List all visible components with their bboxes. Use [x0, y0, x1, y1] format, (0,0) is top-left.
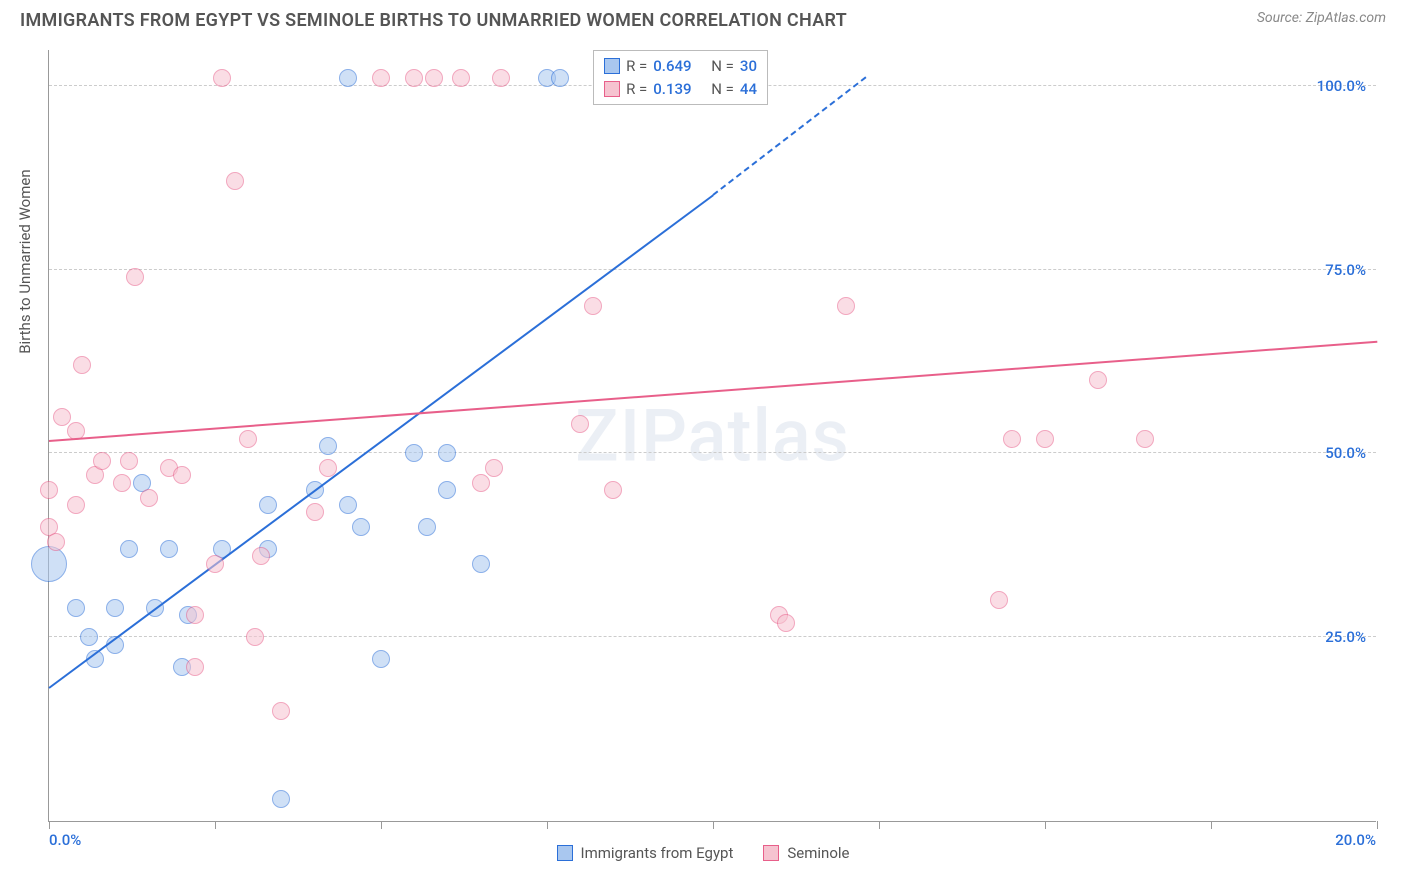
data-point	[777, 614, 795, 632]
data-point	[113, 474, 131, 492]
data-point	[272, 702, 290, 720]
data-point	[472, 474, 490, 492]
y-tick-label: 75.0%	[1325, 261, 1366, 279]
y-tick-label: 100.0%	[1317, 77, 1366, 95]
data-point	[1136, 430, 1154, 448]
data-point	[31, 546, 67, 582]
data-point	[837, 297, 855, 315]
stat-r-label: R =	[626, 55, 647, 78]
legend-swatch	[557, 845, 573, 861]
data-point	[73, 356, 91, 374]
data-point	[120, 540, 138, 558]
data-point	[272, 790, 290, 808]
data-point	[584, 297, 602, 315]
stat-n-value: 30	[740, 55, 757, 78]
data-point	[452, 69, 470, 87]
stats-row: R = 0.649 N = 30	[604, 55, 757, 78]
data-point	[492, 69, 510, 87]
legend-label: Immigrants from Egypt	[581, 844, 734, 862]
data-point	[1036, 430, 1054, 448]
data-point	[425, 69, 443, 87]
stat-r-value: 0.139	[653, 78, 705, 101]
data-point	[93, 452, 111, 470]
data-point	[319, 437, 337, 455]
data-point	[239, 430, 257, 448]
x-tick	[1045, 821, 1046, 829]
data-point	[551, 69, 569, 87]
data-point	[186, 606, 204, 624]
data-point	[80, 628, 98, 646]
data-point	[990, 591, 1008, 609]
data-point	[206, 555, 224, 573]
data-point	[186, 658, 204, 676]
bottom-legend: Immigrants from Egypt Seminole	[0, 844, 1406, 862]
data-point	[173, 466, 191, 484]
data-point	[259, 496, 277, 514]
data-point	[126, 268, 144, 286]
data-point	[352, 518, 370, 536]
y-tick-label: 25.0%	[1325, 628, 1366, 646]
data-point	[120, 452, 138, 470]
data-point	[213, 69, 231, 87]
data-point	[339, 69, 357, 87]
data-point	[226, 172, 244, 190]
data-point	[339, 496, 357, 514]
scatter-chart: ZIPatlas R = 0.649 N = 30 R = 0.139 N = 44 25.0…	[48, 50, 1376, 822]
data-point	[372, 650, 390, 668]
y-axis-label: Births to Unmarried Women	[16, 169, 34, 353]
data-point	[472, 555, 490, 573]
data-point	[67, 599, 85, 617]
x-tick	[215, 821, 216, 829]
stat-n-label: N =	[711, 78, 734, 101]
x-tick	[1377, 821, 1378, 829]
data-point	[1003, 430, 1021, 448]
data-point	[405, 444, 423, 462]
x-tick	[49, 821, 50, 829]
data-point	[246, 628, 264, 646]
data-point	[1089, 371, 1107, 389]
x-tick	[879, 821, 880, 829]
data-point	[140, 489, 158, 507]
data-point	[319, 459, 337, 477]
data-point	[306, 503, 324, 521]
stats-row: R = 0.139 N = 44	[604, 78, 757, 101]
data-point	[160, 540, 178, 558]
stat-n-label: N =	[711, 55, 734, 78]
series-swatch	[604, 58, 620, 74]
data-point	[485, 459, 503, 477]
data-point	[106, 599, 124, 617]
trendline	[49, 341, 1377, 442]
data-point	[418, 518, 436, 536]
source-label: Source: ZipAtlas.com	[1257, 10, 1386, 26]
data-point	[252, 547, 270, 565]
chart-title: IMMIGRANTS FROM EGYPT VS SEMINOLE BIRTHS…	[20, 10, 847, 31]
gridline	[49, 269, 1376, 270]
data-point	[405, 69, 423, 87]
watermark: ZIPatlas	[575, 393, 849, 478]
stats-legend-box: R = 0.649 N = 30 R = 0.139 N = 44	[593, 50, 768, 105]
data-point	[438, 481, 456, 499]
x-tick	[547, 821, 548, 829]
stat-n-value: 44	[740, 78, 757, 101]
data-point	[571, 415, 589, 433]
data-point	[438, 444, 456, 462]
legend-item: Immigrants from Egypt	[557, 844, 734, 862]
stat-r-value: 0.649	[653, 55, 705, 78]
gridline	[49, 452, 1376, 453]
stat-r-label: R =	[626, 78, 647, 101]
data-point	[604, 481, 622, 499]
legend-label: Seminole	[787, 844, 849, 862]
x-tick	[381, 821, 382, 829]
data-point	[53, 408, 71, 426]
series-swatch	[604, 81, 620, 97]
legend-swatch	[763, 845, 779, 861]
x-tick	[713, 821, 714, 829]
legend-item: Seminole	[763, 844, 849, 862]
data-point	[40, 481, 58, 499]
y-tick-label: 50.0%	[1325, 444, 1366, 462]
data-point	[47, 533, 65, 551]
data-point	[372, 69, 390, 87]
x-tick	[1211, 821, 1212, 829]
data-point	[67, 496, 85, 514]
